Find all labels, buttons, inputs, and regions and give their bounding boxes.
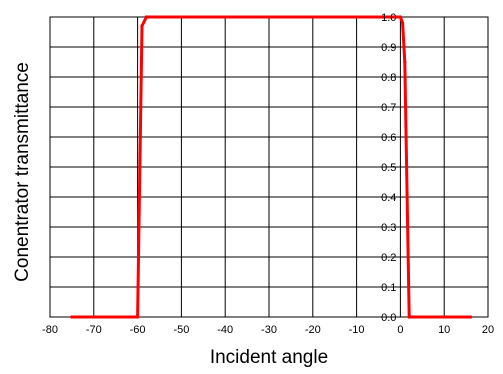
series-layer bbox=[70, 15, 473, 319]
series-point bbox=[407, 315, 411, 319]
y-axis-title: Conentrator transmittance bbox=[12, 62, 33, 282]
transmittance-series-line bbox=[70, 15, 472, 319]
y-tick-label: 0.5 bbox=[381, 162, 396, 174]
y-tick-label: 0.7 bbox=[381, 102, 396, 114]
y-tick-label: 0.6 bbox=[381, 132, 396, 144]
x-tick-label: 10 bbox=[438, 324, 450, 336]
x-tick-label: 20 bbox=[482, 324, 494, 336]
x-tick-label: -60 bbox=[130, 324, 146, 336]
x-tick-label: -20 bbox=[305, 324, 321, 336]
y-tick-label: 0.9 bbox=[381, 42, 396, 54]
x-tick-label: -10 bbox=[349, 324, 365, 336]
y-tick-label: 0.8 bbox=[381, 72, 396, 84]
grid-lines bbox=[49, 16, 489, 318]
x-tick-label: -40 bbox=[217, 324, 233, 336]
y-tick-label: 0.4 bbox=[381, 192, 396, 204]
series-point bbox=[144, 15, 148, 19]
y-tick-label: 1.0 bbox=[381, 12, 396, 24]
series-point bbox=[468, 315, 473, 319]
x-tick-label: -30 bbox=[261, 324, 277, 336]
series-point bbox=[140, 24, 144, 28]
x-tick-label: -50 bbox=[173, 324, 189, 336]
x-tick-label: -80 bbox=[42, 324, 58, 336]
y-tick-label: 0.1 bbox=[381, 282, 396, 294]
series-point bbox=[403, 60, 407, 64]
x-tick-labels: -80 -70 -60 -50 -40 -30 -20 -10 0 10 20 bbox=[42, 324, 494, 336]
x-axis-title: Incident angle bbox=[210, 347, 328, 368]
x-tick-label: 0 bbox=[397, 324, 403, 336]
series-point bbox=[70, 315, 74, 319]
series-point bbox=[411, 315, 416, 319]
y-tick-label: 0.3 bbox=[381, 222, 396, 234]
y-tick-label: 0.0 bbox=[381, 312, 396, 324]
series-point bbox=[398, 15, 402, 19]
y-tick-labels: 0.0 0.1 0.2 0.3 0.4 0.5 0.6 0.7 0.8 0.9 1.0 bbox=[381, 12, 396, 324]
series-point bbox=[136, 315, 140, 319]
y-tick-label: 0.2 bbox=[381, 252, 396, 264]
x-tick-label: -70 bbox=[86, 324, 102, 336]
series-point bbox=[400, 21, 405, 25]
